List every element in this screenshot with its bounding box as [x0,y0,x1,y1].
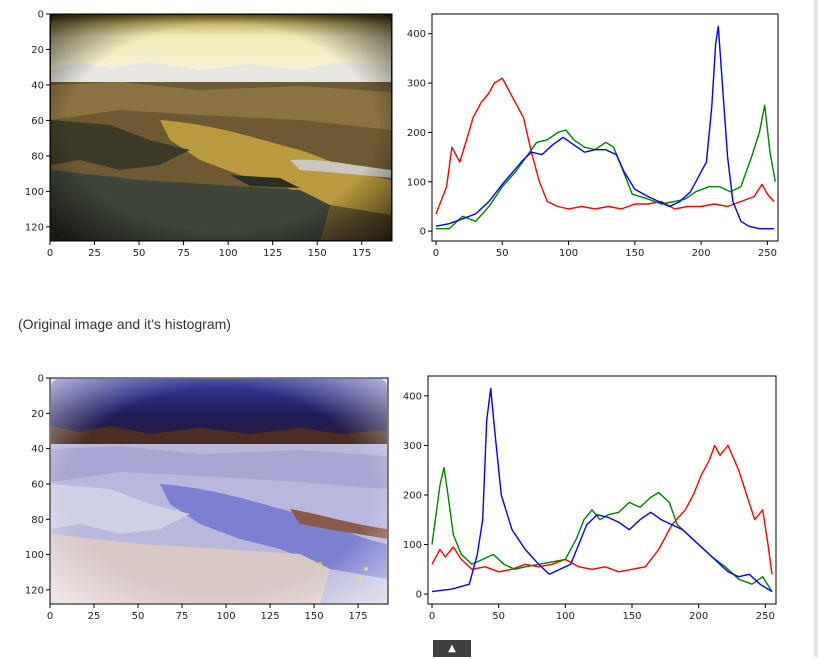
y-tick-label: 60 [31,479,44,490]
inverted-image-axes: 0 25 50 75 100 125 150 175 0 20 40 60 80 100 120 [25,374,389,622]
inverted-image-plot: 0 25 50 75 100 125 150 175 0 20 40 60 80 100 120 [25,374,389,622]
histogram-series-line [435,25,774,230]
histogram-series-line [431,444,773,575]
x-tick-label: 100 [559,248,578,259]
y-tick-label: 0 [416,590,422,601]
axes-frame [49,377,389,605]
figure-caption: (Original image and it’s histogram) [18,316,231,332]
y-tick-label: 100 [25,187,44,198]
y-tick-label: 20 [31,45,44,56]
y-tick-label: 120 [25,222,44,233]
x-tick-label: 0 [47,248,53,259]
x-tick-label: 100 [216,611,235,622]
x-tick-label: 75 [177,248,190,259]
y-tick-label: 400 [407,29,426,40]
x-tick-label: 200 [689,611,708,622]
x-tick-label: 25 [88,248,101,259]
y-tick-label: 300 [403,441,422,452]
y-tick-label: 120 [25,585,44,596]
x-tick-label: 100 [219,248,238,259]
x-tick-label: 50 [132,611,145,622]
x-tick-label: 100 [556,611,575,622]
x-tick-label: 0 [429,611,435,622]
page-scrollbar[interactable] [814,0,818,657]
arrow-up-icon: ▲ [448,643,456,654]
axes-frame [49,13,393,242]
histogram-series-line [435,77,775,215]
x-tick-label: 125 [261,611,280,622]
y-tick-label: 100 [25,550,44,561]
x-tick-label: 50 [492,611,505,622]
x-tick-label: 200 [692,248,711,259]
x-tick-label: 175 [352,248,371,259]
x-tick-label: 250 [756,611,775,622]
x-tick-label: 250 [758,248,777,259]
x-tick-label: 25 [88,611,101,622]
y-tick-label: 0 [38,374,44,385]
x-tick-label: 175 [349,611,368,622]
x-tick-label: 150 [305,611,324,622]
y-tick-label: 80 [31,515,44,526]
histogram-series-line [436,104,776,230]
y-tick-label: 20 [31,409,44,420]
inverted-histogram: 0 50 100 150 200 250 0 100 200 300 400 [403,375,777,622]
y-tick-label: 200 [403,490,422,501]
x-tick-label: 0 [47,611,53,622]
inverted-landscape-image [50,378,388,604]
x-tick-label: 150 [308,248,327,259]
x-tick-label: 50 [496,248,509,259]
original-histogram: 0 50 100 150 200 250 0 100 200 300 400 [407,13,779,259]
x-tick-label: 125 [263,248,282,259]
histogram-series-line [431,387,773,593]
original-image-axes: 0 25 50 75 100 125 150 175 0 20 40 60 80 100 120 [25,10,393,259]
x-tick-label: 50 [133,248,146,259]
y-tick-label: 100 [407,177,426,188]
y-tick-label: 100 [403,540,422,551]
y-tick-label: 0 [420,227,426,238]
scroll-to-top-button[interactable]: ▲ [433,640,471,657]
y-tick-label: 80 [31,151,44,162]
axes-frame [431,13,779,242]
x-tick-label: 75 [176,611,189,622]
y-tick-label: 0 [38,10,44,21]
y-tick-label: 40 [31,80,44,91]
plot-area [428,376,776,604]
y-tick-label: 400 [403,391,422,402]
original-image-plot: 0 25 50 75 100 125 150 175 0 20 40 60 80 100 120 [25,10,393,259]
y-tick-label: 40 [31,444,44,455]
axes-frame [427,375,777,605]
original-landscape-image [50,14,392,241]
y-tick-label: 300 [407,79,426,90]
x-tick-label: 150 [625,248,644,259]
x-tick-label: 0 [433,248,439,259]
x-tick-label: 150 [622,611,641,622]
y-tick-label: 60 [31,116,44,127]
y-tick-label: 200 [407,128,426,139]
